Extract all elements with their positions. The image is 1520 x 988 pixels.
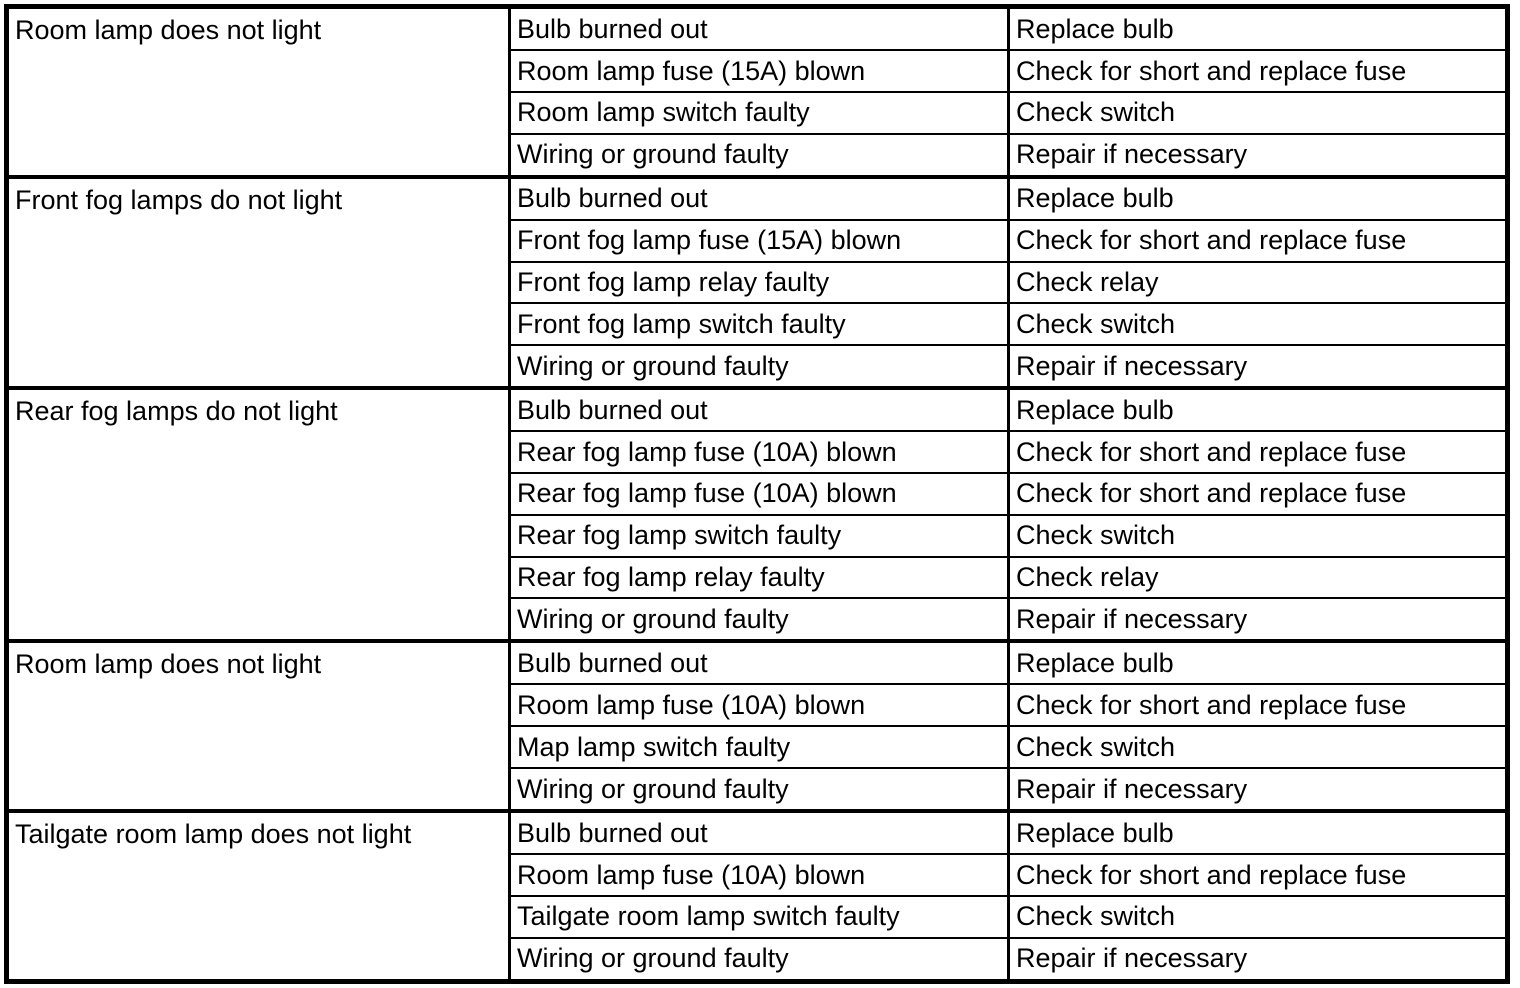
remedy-cell: Replace bulb [1007,5,1509,52]
symptom-cell: Tailgate room lamp does not light [5,809,511,983]
table-row: Room lamp switch faulty Check switch [7,90,1509,135]
remedy-cell: Replace bulb [1007,386,1509,433]
cause-cell: Room lamp switch faulty [508,90,1010,135]
table-row: Room lamp fuse (10A) blown Check for sho… [7,683,1509,728]
cause-cell: Wiring or ground faulty [508,597,1010,643]
remedy-cell: Check for short and replace fuse [1007,853,1509,897]
cause-cell: Rear fog lamp switch faulty [508,513,1010,558]
remedy-cell: Check switch [1007,894,1509,939]
remedy-cell: Repair if necessary [1007,344,1509,390]
cause-cell: Front fog lamp fuse (15A) blown [508,218,1010,263]
table-row: Room lamp fuse (10A) blown Check for sho… [7,853,1509,897]
remedy-cell: Check switch [1007,90,1509,135]
table-row: Wiring or ground faulty Repair if necess… [7,936,1509,983]
table-row: Wiring or ground faulty Repair if necess… [7,597,1509,643]
cause-cell: Rear fog lamp fuse (10A) blown [508,472,1010,516]
table-row: Rear fog lamps do not light Bulb burned … [5,386,1509,643]
remedy-cell: Check for short and replace fuse [1007,430,1509,475]
cause-cell: Bulb burned out [508,174,1010,221]
remedy-cell: Replace bulb [1007,639,1509,686]
cause-cell: Bulb burned out [508,639,1010,686]
table-row: Tailgate room lamp switch faulty Check s… [7,894,1509,939]
cause-cell: Rear fog lamp fuse (10A) blown [508,430,1010,475]
cause-cell: Wiring or ground faulty [508,344,1010,390]
remedy-cell: Check for short and replace fuse [1007,218,1509,263]
remedy-cell: Replace bulb [1007,174,1509,221]
remedy-cell: Repair if necessary [1007,132,1509,178]
remedy-cell: Check for short and replace fuse [1007,49,1509,93]
cause-cell: Room lamp fuse (10A) blown [508,853,1010,897]
cause-cell: Room lamp fuse (10A) blown [508,683,1010,728]
remedy-cell: Check relay [1007,260,1509,305]
table-row: Rear fog lamp fuse (10A) blown Check for… [7,472,1509,516]
remedy-cell: Repair if necessary [1007,597,1509,643]
table-row: Rear fog lamp switch faulty Check switch [7,513,1509,558]
remedy-cell: Repair if necessary [1007,767,1509,813]
symptom-cell: Rear fog lamps do not light [5,386,511,643]
table-row: Front fog lamp switch faulty Check switc… [7,302,1509,347]
table-row: Wiring or ground faulty Repair if necess… [7,344,1509,390]
table-row: Front fog lamps do not light Bulb burned… [5,174,1509,390]
remedy-cell: Check for short and replace fuse [1007,472,1509,516]
symptom-cell: Room lamp does not light [5,639,511,813]
remedy-cell: Check switch [1007,725,1509,770]
remedy-cell: Replace bulb [1007,809,1509,856]
table-row: Wiring or ground faulty Repair if necess… [7,767,1509,813]
remedy-cell: Repair if necessary [1007,936,1509,983]
cause-cell: Tailgate room lamp switch faulty [508,894,1010,939]
cause-cell: Room lamp fuse (15A) blown [508,49,1010,93]
table-row: Rear fog lamp relay faulty Check relay [7,555,1509,600]
remedy-cell: Check switch [1007,302,1509,347]
table-row: Front fog lamp relay faulty Check relay [7,260,1509,305]
cause-cell: Front fog lamp switch faulty [508,302,1010,347]
table-row: Wiring or ground faulty Repair if necess… [7,132,1509,178]
cause-cell: Wiring or ground faulty [508,936,1010,983]
symptom-cell: Front fog lamps do not light [5,174,511,390]
cause-cell: Bulb burned out [508,809,1010,856]
cause-cell: Wiring or ground faulty [508,132,1010,178]
symptom-cell: Room lamp does not light [5,5,511,178]
table-row: Tailgate room lamp does not light Bulb b… [5,809,1509,983]
table-row: Front fog lamp fuse (15A) blown Check fo… [7,218,1509,263]
cause-cell: Wiring or ground faulty [508,767,1010,813]
cause-cell: Front fog lamp relay faulty [508,260,1010,305]
cause-cell: Rear fog lamp relay faulty [508,555,1010,600]
cause-cell: Map lamp switch faulty [508,725,1010,770]
troubleshooting-table: Room lamp does not light Bulb burned out… [4,4,1510,984]
remedy-cell: Check switch [1007,513,1509,558]
remedy-cell: Check relay [1007,555,1509,600]
table-row: Room lamp does not light Bulb burned out… [5,5,1509,178]
table-row: Map lamp switch faulty Check switch [7,725,1509,770]
table-row: Room lamp does not light Bulb burned out… [5,639,1509,813]
table-row: Rear fog lamp fuse (10A) blown Check for… [7,430,1509,475]
remedy-cell: Check for short and replace fuse [1007,683,1509,728]
table-row: Room lamp fuse (15A) blown Check for sho… [7,49,1509,93]
cause-cell: Bulb burned out [508,386,1010,433]
cause-cell: Bulb burned out [508,5,1010,52]
